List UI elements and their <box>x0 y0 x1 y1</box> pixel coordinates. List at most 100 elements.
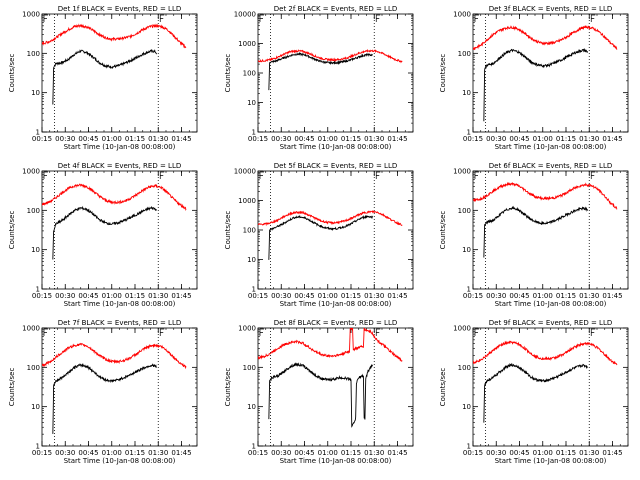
x-tick-label: 00:30 <box>486 135 506 143</box>
x-tick-label: 01:45 <box>171 292 191 300</box>
y-tick-label: 1 <box>252 286 256 294</box>
y-axis-label: Counts/sec <box>8 211 16 250</box>
lld-series-line <box>258 328 403 362</box>
y-tick-label: 10 <box>31 403 40 411</box>
bracket-marker <box>474 171 479 179</box>
chart-title: Det 9f BLACK = Events, RED = LLD <box>489 319 612 327</box>
y-tick-label: 1 <box>252 443 256 451</box>
chart-panel-8: Det 8f BLACK = Events, RED = LLD 1 10 100 10… <box>224 319 414 465</box>
x-axis-label: Start Time (10-Jan-08 00:08:00) <box>64 143 176 151</box>
y-tick-label: 100 <box>243 70 256 78</box>
events-series-line <box>52 49 158 105</box>
chart-title: Det 4f BLACK = Events, RED = LLD <box>58 162 181 170</box>
x-axis-label: Start Time (10-Jan-08 00:08:00) <box>280 143 392 151</box>
plot-frame <box>472 327 629 447</box>
x-tick-label: 00:30 <box>55 135 75 143</box>
x-tick-label: 00:15 <box>248 135 268 143</box>
x-tick-label: 00:15 <box>248 449 268 457</box>
x-tick-label: 00:30 <box>55 292 75 300</box>
y-tick-label: 10 <box>462 246 471 254</box>
bracket-marker <box>259 328 264 336</box>
x-tick-label: 01:30 <box>148 292 168 300</box>
y-tick-label: 1000 <box>453 325 471 333</box>
x-axis-label: Start Time (10-Jan-08 00:08:00) <box>280 300 392 308</box>
y-tick-label: 1 <box>252 129 256 137</box>
x-tick-label: 00:45 <box>294 135 314 143</box>
x-tick-label: 00:45 <box>78 292 98 300</box>
plot-frame <box>257 170 414 290</box>
x-tick-label: 00:45 <box>509 449 529 457</box>
y-axis-label: Counts/sec <box>439 54 447 93</box>
x-tick-label: 01:45 <box>602 449 622 457</box>
x-tick-label: 01:45 <box>171 135 191 143</box>
y-tick-label: 1 <box>467 286 471 294</box>
y-tick-label: 10 <box>31 246 40 254</box>
lld-series-line <box>258 48 403 64</box>
x-tick-label: 00:30 <box>271 135 291 143</box>
plot-frame <box>257 13 414 133</box>
y-tick-label: 10 <box>247 256 256 264</box>
events-series-line <box>483 47 589 122</box>
x-tick-label: 01:00 <box>318 449 338 457</box>
x-tick-label: 00:45 <box>294 292 314 300</box>
y-tick-label: 1000 <box>22 11 40 19</box>
events-series-line <box>268 362 374 428</box>
x-axis-label: Start Time (10-Jan-08 00:08:00) <box>495 143 607 151</box>
events-series-line <box>483 205 589 258</box>
y-axis-label: Counts/sec <box>224 54 232 93</box>
chart-panel-6: Det 6f BLACK = Events, RED = LLD 1 10 100 10… <box>439 162 629 308</box>
y-tick-label: 1 <box>36 443 40 451</box>
chart-title: Det 5f BLACK = Events, RED = LLD <box>274 162 397 170</box>
y-tick-label: 1 <box>36 129 40 137</box>
x-tick-label: 01:30 <box>364 449 384 457</box>
chart-title: Det 3f BLACK = Events, RED = LLD <box>489 5 612 13</box>
plot-frame <box>41 327 198 447</box>
x-tick-label: 01:00 <box>533 292 553 300</box>
y-tick-label: 1000 <box>238 40 256 48</box>
x-tick-label: 00:15 <box>248 292 268 300</box>
y-tick-label: 10 <box>247 99 256 107</box>
x-tick-label: 01:15 <box>125 292 145 300</box>
bracket-marker <box>159 14 165 22</box>
x-tick-label: 01:30 <box>364 292 384 300</box>
y-tick-label: 1 <box>467 443 471 451</box>
bracket-marker <box>259 14 264 22</box>
chart-panel-4: Det 4f BLACK = Events, RED = LLD 1 10 100 10… <box>8 162 198 308</box>
bracket-marker <box>259 171 264 179</box>
bracket-marker <box>43 328 48 336</box>
x-tick-label: 01:00 <box>318 135 338 143</box>
x-tick-label: 00:15 <box>32 135 52 143</box>
x-tick-label: 01:30 <box>579 292 599 300</box>
y-tick-label: 1000 <box>22 325 40 333</box>
bracket-marker <box>590 171 596 179</box>
y-tick-label: 10 <box>462 403 471 411</box>
y-tick-label: 100 <box>27 50 40 58</box>
x-tick-label: 00:30 <box>55 449 75 457</box>
x-tick-label: 01:00 <box>102 292 122 300</box>
y-axis-label: Counts/sec <box>224 211 232 250</box>
y-axis-label: Counts/sec <box>439 211 447 250</box>
x-tick-label: 01:30 <box>148 135 168 143</box>
x-tick-label: 00:15 <box>463 292 483 300</box>
x-tick-label: 01:30 <box>579 135 599 143</box>
x-tick-label: 00:30 <box>271 292 291 300</box>
y-axis-label: Counts/sec <box>439 368 447 407</box>
y-tick-label: 100 <box>27 364 40 372</box>
bracket-marker <box>375 171 381 179</box>
y-tick-label: 10 <box>247 403 256 411</box>
x-tick-label: 00:30 <box>271 449 291 457</box>
x-tick-label: 01:45 <box>387 449 407 457</box>
chart-title: Det 7f BLACK = Events, RED = LLD <box>58 319 181 327</box>
x-tick-label: 01:45 <box>602 292 622 300</box>
events-series-line <box>483 362 589 423</box>
plot-frame <box>472 170 629 290</box>
x-tick-label: 00:45 <box>294 449 314 457</box>
bracket-marker <box>590 328 596 336</box>
x-tick-label: 01:45 <box>171 449 191 457</box>
y-tick-label: 100 <box>243 227 256 235</box>
y-tick-label: 10 <box>31 89 40 97</box>
bracket-marker <box>375 14 381 22</box>
bracket-marker <box>375 328 381 336</box>
x-tick-label: 01:00 <box>533 135 553 143</box>
